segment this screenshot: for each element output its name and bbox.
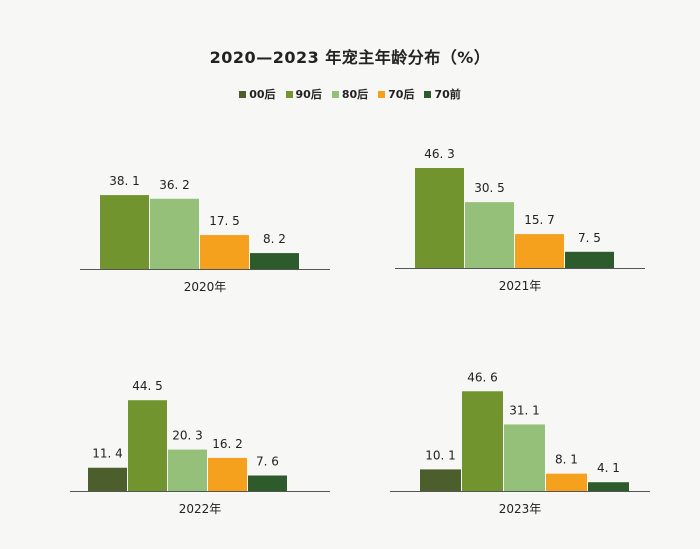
- bar-80后: [150, 198, 199, 269]
- legend: 00后 90后 80后 70后 70前: [0, 86, 700, 102]
- legend-swatch: [331, 90, 339, 98]
- chart-panel-2020: 38. 1 36. 2 17. 5 8. 2 2020年: [80, 174, 330, 294]
- bar-value-label: 8. 1: [555, 453, 578, 467]
- legend-swatch: [285, 90, 293, 98]
- bar-70前: [565, 251, 614, 268]
- legend-swatch: [378, 90, 386, 98]
- legend-label: 70后: [388, 88, 415, 101]
- bar-value-label: 16. 2: [212, 437, 243, 451]
- bar-value-label: 46. 3: [424, 147, 455, 161]
- bar-80后: [168, 449, 207, 491]
- legend-item: 00后: [239, 86, 276, 102]
- bar-70前: [248, 475, 287, 491]
- bar-value-label: 44. 5: [132, 379, 163, 393]
- chart-panel-2022: 11. 4 44. 5 20. 3 16. 2 7. 6 2022年: [70, 379, 330, 516]
- legend-label: 90后: [295, 88, 322, 101]
- legend-label: 70前: [434, 88, 461, 101]
- chart-panel-2023: 10. 1 46. 6 31. 1 8. 1 4. 1 2023年: [390, 370, 650, 516]
- bar-value-label: 8. 2: [263, 232, 286, 246]
- bar-value-label: 20. 3: [172, 429, 203, 443]
- bar-90后: [415, 167, 464, 268]
- bar-80后: [504, 424, 545, 491]
- bar-70后: [515, 234, 564, 268]
- legend-swatch: [239, 90, 247, 98]
- bar-value-label: 17. 5: [209, 214, 240, 228]
- bar-value-label: 15. 7: [524, 213, 555, 227]
- bar-value-label: 10. 1: [425, 448, 456, 462]
- bar-value-label: 38. 1: [109, 174, 140, 188]
- year-label: 2022年: [179, 502, 222, 516]
- bar-90后: [100, 195, 149, 269]
- legend-item: 80后: [331, 86, 369, 102]
- bar-70前: [588, 482, 629, 491]
- legend-item: 70后: [378, 86, 414, 102]
- chart-title: 2020—2023 年宠主年龄分布（%）: [209, 48, 491, 67]
- bar-value-label: 36. 2: [159, 178, 190, 192]
- bar-value-label: 7. 5: [578, 231, 601, 245]
- bar-value-label: 46. 6: [467, 370, 498, 384]
- bar-value-label: 30. 5: [474, 181, 505, 195]
- year-label: 2021年: [499, 279, 542, 293]
- legend-label: 00后: [249, 88, 276, 101]
- chart-panel-2021: 46. 3 30. 5 15. 7 7. 5 2021年: [395, 147, 645, 293]
- bar-00后: [88, 467, 127, 491]
- bar-value-label: 4. 1: [597, 461, 620, 475]
- year-label: 2023年: [499, 502, 542, 516]
- year-label: 2020年: [184, 280, 227, 294]
- bar-70后: [208, 457, 247, 491]
- bar-70后: [200, 235, 249, 269]
- bar-value-label: 11. 4: [92, 447, 123, 461]
- bar-00后: [420, 469, 461, 491]
- bar-70后: [546, 473, 587, 491]
- bar-70前: [250, 253, 299, 269]
- legend-item: 90后: [285, 86, 322, 102]
- bar-value-label: 31. 1: [509, 403, 540, 417]
- bar-90后: [462, 391, 503, 491]
- bar-80后: [465, 202, 514, 268]
- legend-swatch: [424, 90, 432, 98]
- legend-item: 70前: [424, 86, 461, 102]
- bar-90后: [128, 400, 167, 491]
- bar-value-label: 7. 6: [256, 454, 279, 468]
- legend-label: 80后: [341, 88, 369, 101]
